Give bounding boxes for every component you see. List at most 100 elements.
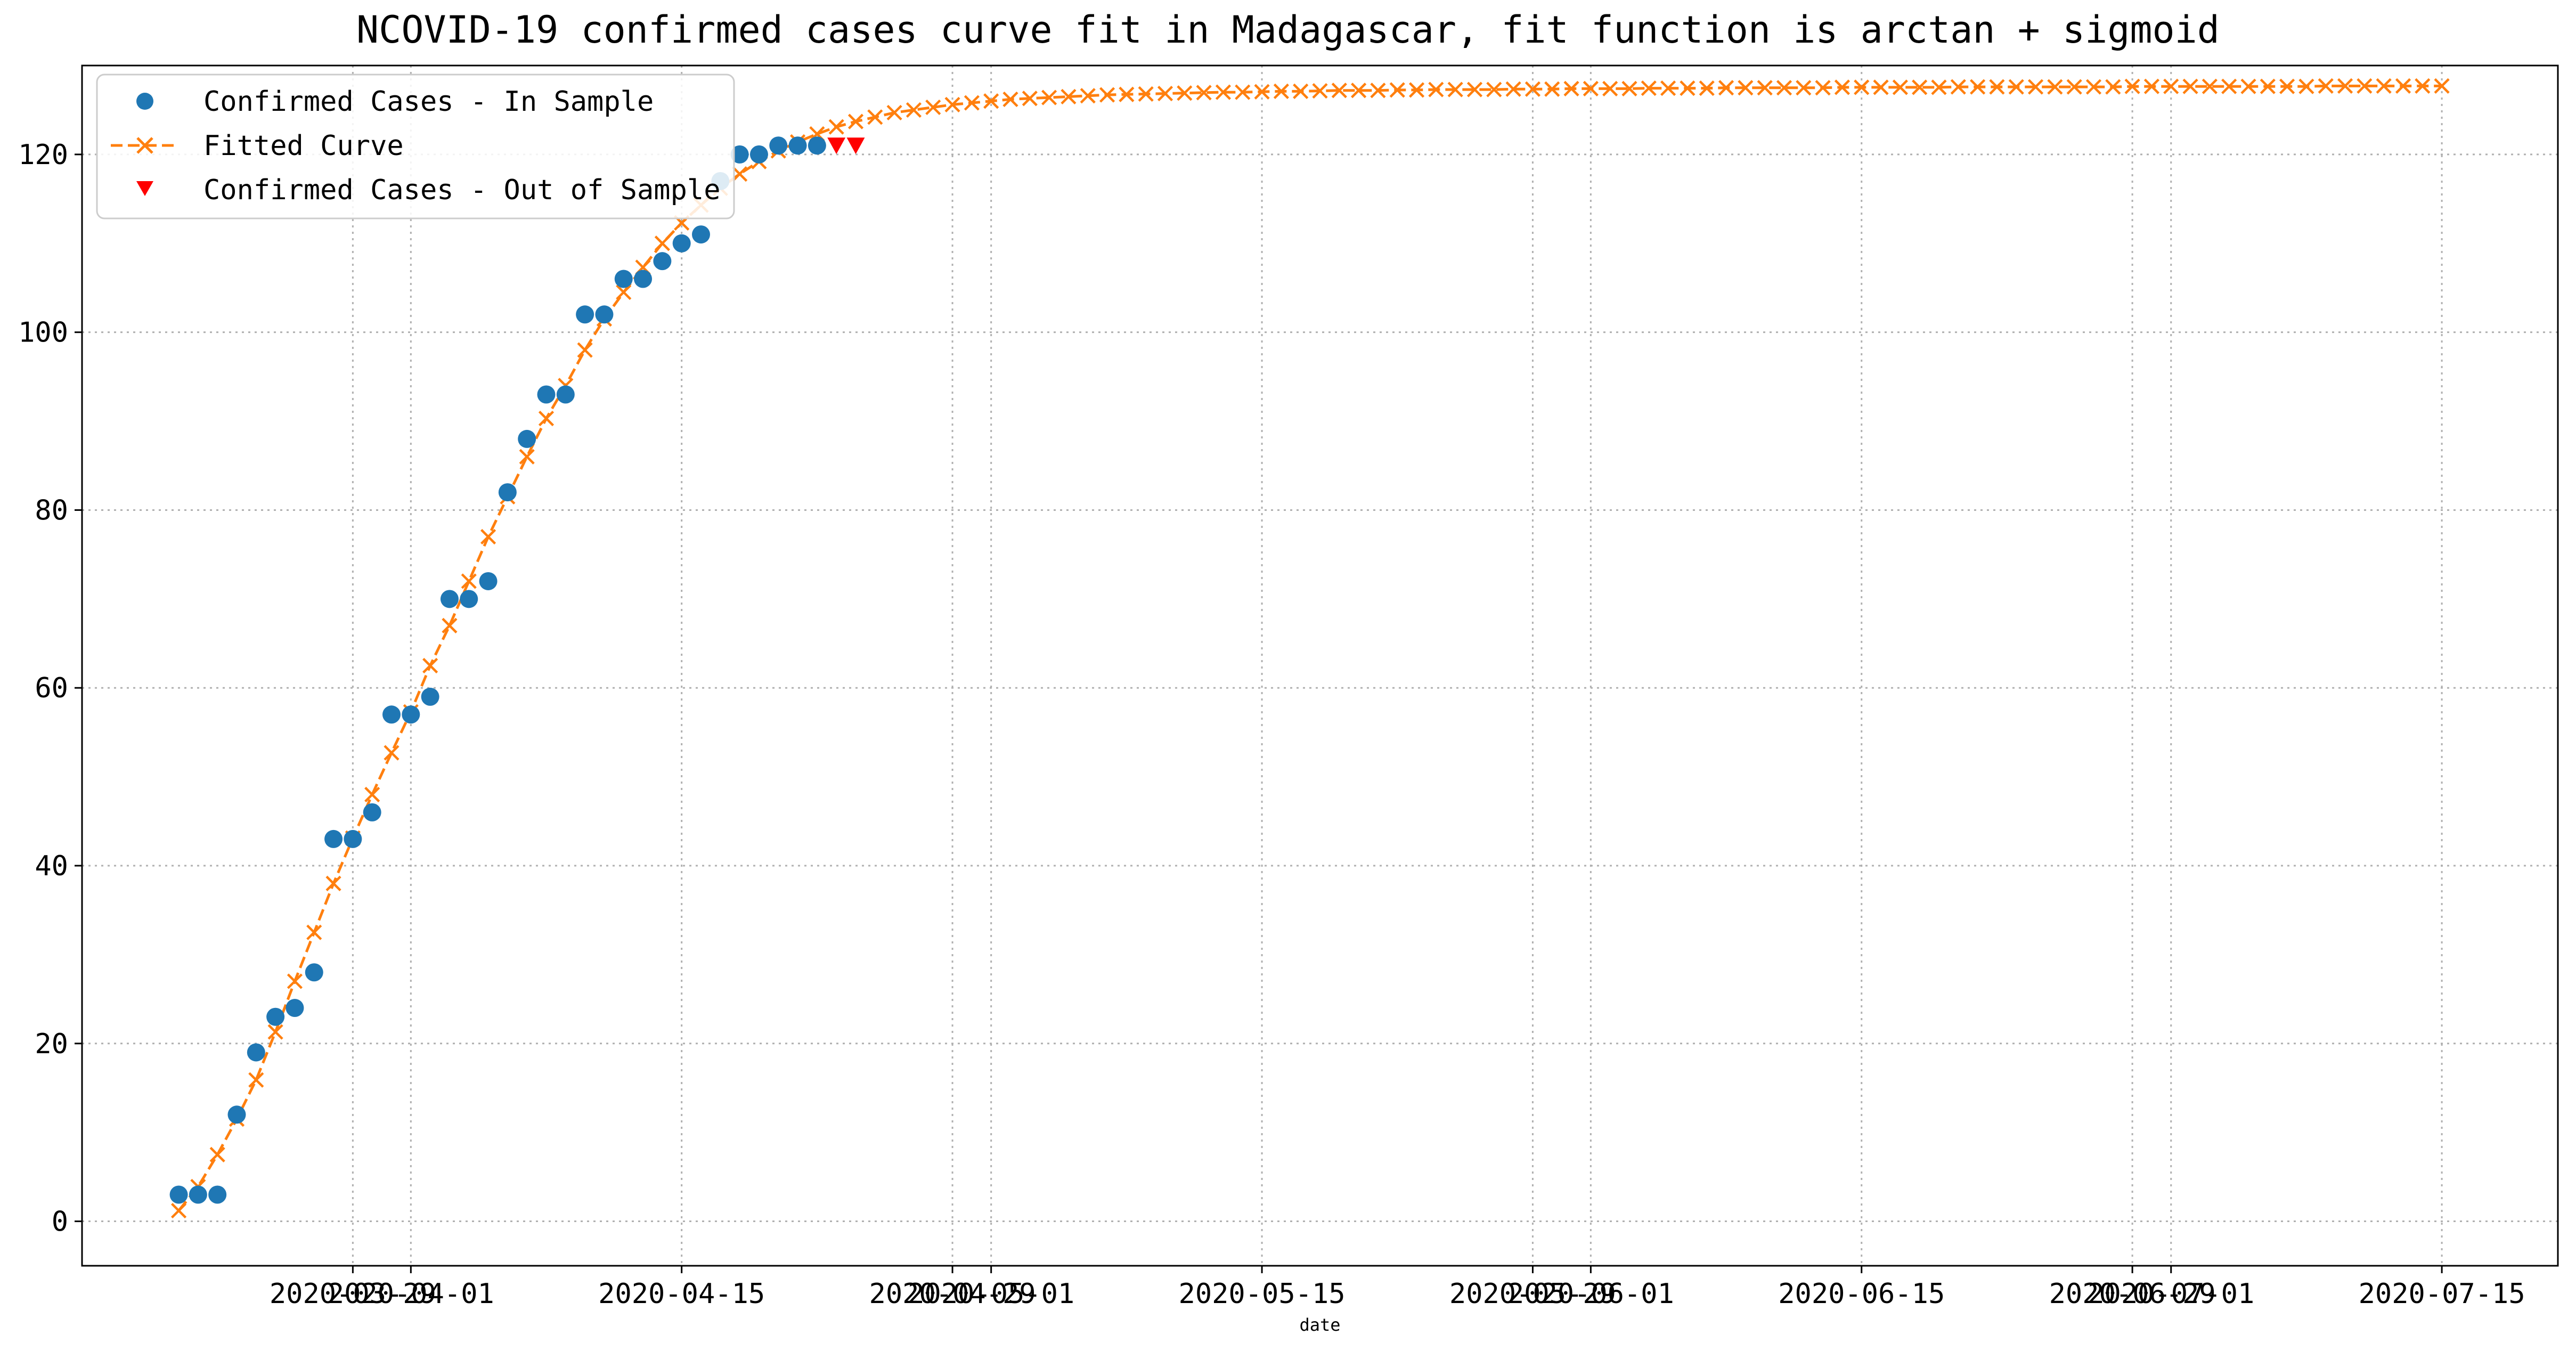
fitted-curve-point [2066,79,2082,95]
legend-marker-fitted [136,137,153,154]
fitted-curve-point [287,973,303,989]
fitted-curve-point [886,104,902,121]
series-layer [169,78,2450,1219]
fitted-curve-point [964,95,980,111]
plot-frame [81,64,2559,1267]
legend-label-fitted: Fitted Curve [203,130,404,162]
fitted-curve-point [867,109,883,125]
fitted-curve-point [2047,79,2063,95]
fitted-curve-point [1544,81,1560,97]
out-of-sample-point [827,137,846,154]
in-sample-point [518,429,536,448]
fitted-curve-line [177,84,2442,1212]
fitted-curve-point [325,875,341,891]
x-tick-label: 2020-04-01 [328,1278,494,1310]
fitted-curve-point [847,113,864,129]
fitted-curve-point [1002,91,1018,108]
fitted-curve-point [1815,80,1831,96]
out-of-sample-point [846,137,865,154]
fitted-curve-point [1447,82,1463,97]
fitted-curve-point [925,99,941,116]
fitted-curve-point [1950,79,1966,95]
fitted-curve-point [384,745,400,761]
fitted-curve-point [1699,80,1715,96]
fitted-curve-point [906,102,922,118]
in-sample-point [208,1185,227,1204]
fitted-curve-point [2143,78,2160,94]
fitted-curve-point [2240,78,2256,94]
fitted-curve-point [1312,83,1328,99]
fitted-curve-point [1293,83,1309,99]
fitted-curve-point [1912,79,1928,95]
legend-label-out-of-sample: Confirmed Cases - Out of Sample [203,174,721,206]
fitted-curve-point [983,93,999,109]
fitted-curve-point [1796,80,1812,96]
fitted-curve-point [1621,80,1637,96]
fitted-curve-point [732,166,748,182]
fitted-curve-point [1757,80,1773,96]
fitted-curve-point [2357,78,2373,94]
in-sample-point [634,270,653,288]
fitted-curve-point [1641,80,1657,96]
fitted-curve-point [1660,80,1676,96]
fitted-curve-point [1138,86,1154,102]
in-sample-point [382,705,401,724]
fitted-curve-point [2376,78,2392,94]
fitted-curve-point [1022,91,1038,107]
legend-label-in-sample: Confirmed Cases - In Sample [203,86,654,118]
x-tick-label: 2020-06-01 [1507,1278,1674,1310]
fitted-curve-point [654,235,670,251]
x-axis-label: date [1299,1315,1340,1335]
in-sample-point [672,234,691,253]
fitted-curve-point [1428,82,1444,97]
in-sample-point [556,385,575,404]
fitted-curve-point [2434,78,2450,94]
fitted-curve-point [1834,79,1851,95]
in-sample-point [730,145,749,164]
fitted-curve-point [2337,78,2353,94]
in-sample-point [537,385,556,404]
y-tick-label: 40 [35,850,68,882]
fitted-curve-point [1331,83,1347,99]
fitted-curve-point [1041,89,1057,105]
fitted-curve-point [1080,88,1096,104]
fitted-curve-point [2298,78,2314,94]
legend-box [96,74,735,219]
x-tick-label: 2020-03-29 [270,1278,436,1310]
fitted-curve-point [616,284,632,300]
fitted-curve-point [2202,78,2218,94]
fitted-curve-point [1351,83,1367,99]
in-sample-point [169,1185,188,1204]
in-sample-point [749,145,768,164]
fitted-curve-point [1119,86,1135,102]
x-tick-label: 2020-05-29 [1449,1278,1616,1310]
fitted-curve-point [828,119,844,135]
legend-marker-out-of-sample [136,181,153,196]
x-tick-label: 2020-04-15 [598,1278,765,1310]
fitted-curve-point [1254,84,1270,100]
chart-title: NCOVID-19 confirmed cases curve fit in M… [356,8,2220,52]
fitted-curve-point [577,342,593,358]
fitted-curve-point [2415,78,2431,94]
fitted-curve-point [248,1072,264,1088]
fitted-curve-point [1931,79,1947,95]
fitted-curve-point [1389,82,1405,98]
fitted-curve-point [1370,83,1386,99]
fitted-curve-point [1273,83,1289,99]
x-tick-label: 2020-05-15 [1179,1278,1346,1310]
in-sample-point [247,1043,265,1062]
in-sample-point [576,305,594,324]
in-sample-point [595,305,614,324]
fitted-curve-point [442,617,458,633]
fitted-curve-point [944,96,960,113]
fitted-curve-point [1408,82,1425,98]
fitted-curve-point [480,528,496,545]
in-sample-point [769,136,788,155]
fitted-curve-point [2221,78,2237,94]
in-sample-point [305,963,323,982]
x-tick-label: 2020-07-01 [2088,1278,2254,1310]
fitted-curve-point [2008,79,2024,95]
x-tick-label: 2020-07-15 [2359,1278,2525,1310]
in-sample-point [344,829,362,848]
fitted-curve-point [1157,85,1173,102]
